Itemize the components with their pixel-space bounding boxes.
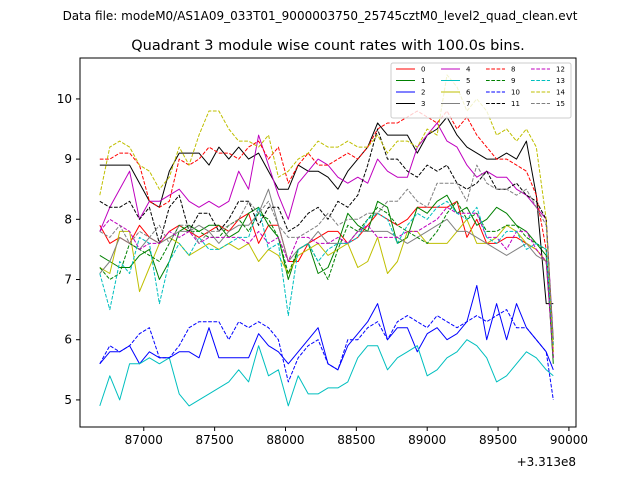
x-tick-label: 87000 [125,433,163,447]
legend-label-1: 1 [421,77,425,85]
legend-label-5: 5 [466,77,470,85]
chart-suptitle: Data file: modeM0/AS1A09_033T01_90000037… [63,9,578,23]
x-axis-offset-label: +3.313e8 [517,455,576,469]
legend-label-11: 11 [511,100,520,108]
x-tick-label: 88000 [266,433,304,447]
y-tick-label: 9 [64,152,72,166]
legend-label-13: 13 [556,77,565,85]
legend-label-10: 10 [511,89,520,97]
legend-label-0: 0 [421,66,425,74]
x-tick-label: 89000 [408,433,446,447]
legend-label-4: 4 [466,66,471,74]
legend-label-7: 7 [466,100,470,108]
legend-label-6: 6 [466,89,471,97]
y-tick-label: 5 [64,393,72,407]
x-tick-label: 88500 [337,433,375,447]
chart-title: Quadrant 3 module wise count rates with … [131,38,525,54]
legend-label-8: 8 [511,66,515,74]
legend-label-14: 14 [556,89,565,97]
legend-box [391,63,571,118]
x-tick-label: 89500 [479,433,517,447]
legend-label-2: 2 [421,89,425,97]
y-tick-label: 7 [64,273,72,287]
y-tick-label: 6 [64,333,72,347]
x-tick-label: 90000 [550,433,588,447]
y-tick-label: 10 [57,92,72,106]
legend-label-15: 15 [556,100,565,108]
y-tick-label: 8 [64,212,72,226]
x-tick-label: 87500 [196,433,234,447]
legend-label-3: 3 [421,100,425,108]
legend-label-9: 9 [511,77,515,85]
legend-label-12: 12 [556,66,565,74]
figure: Data file: modeM0/AS1A09_033T01_90000037… [0,0,640,480]
